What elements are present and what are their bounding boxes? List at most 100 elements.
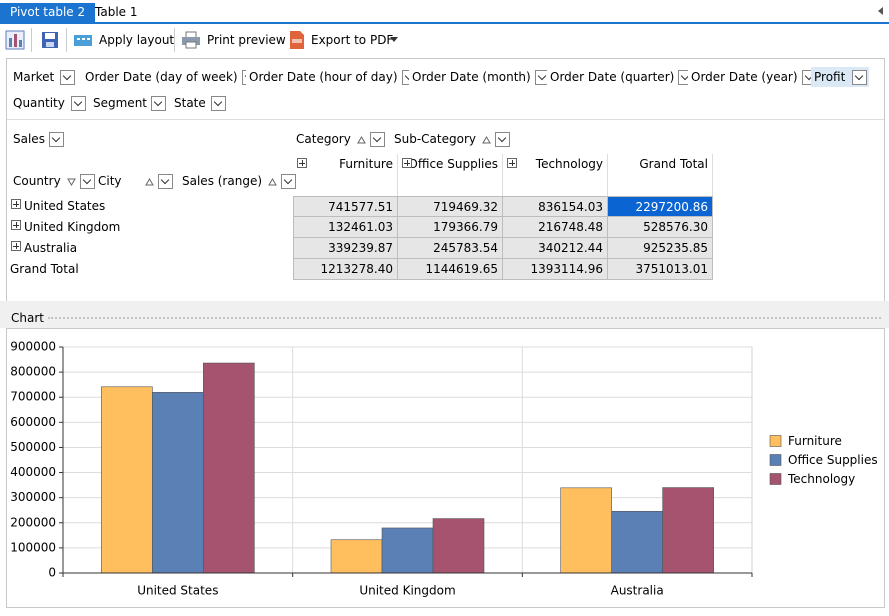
row-header: Australia	[24, 238, 77, 259]
dropdown[interactable]	[151, 96, 166, 111]
field-label: Quantity	[13, 96, 65, 110]
dropdown[interactable]	[852, 70, 867, 85]
splitter	[0, 301, 889, 328]
x-tick-label: Australia	[611, 584, 664, 598]
field-controls	[61, 174, 95, 189]
field-button[interactable]: Order Date (year)	[688, 67, 807, 87]
field-button[interactable]: Sub-Category	[391, 129, 510, 149]
y-tick-label: 500000	[10, 440, 56, 454]
y-tick-label: 200000	[10, 515, 56, 529]
field-button[interactable]: Quantity	[10, 93, 88, 113]
cell[interactable]: 3751013.01	[608, 259, 713, 280]
column-header: Furniture	[293, 154, 398, 196]
y-tick-label: 700000	[10, 390, 56, 404]
sort-indicator[interactable]	[357, 135, 366, 144]
legend-label: Technology	[787, 472, 855, 486]
expand-button[interactable]	[507, 158, 517, 168]
expand-button[interactable]	[402, 158, 412, 168]
sort-indicator[interactable]	[145, 177, 154, 186]
bar	[561, 488, 612, 573]
field-button[interactable]: Order Date (hour of day)	[246, 67, 405, 87]
y-tick-label: 300000	[10, 490, 56, 504]
dropdown[interactable]	[495, 132, 510, 147]
y-tick-label: 600000	[10, 415, 56, 429]
cell[interactable]: 245783.54	[398, 238, 503, 259]
dropdown[interactable]	[158, 174, 173, 189]
chart-panel-title: Chart	[11, 311, 44, 325]
export-pdf-button[interactable]: Export to PDF	[311, 28, 393, 52]
cell[interactable]: 1144619.65	[398, 259, 503, 280]
cell[interactable]: 719469.32	[398, 196, 503, 217]
field-button[interactable]: Segment	[90, 93, 167, 113]
separator	[31, 28, 32, 52]
legend-swatch	[770, 474, 781, 485]
cell[interactable]: 132461.03	[293, 217, 398, 238]
field-button[interactable]: City	[95, 171, 175, 191]
tab-scroll-arrow[interactable]	[878, 7, 883, 15]
dropdown[interactable]	[80, 174, 95, 189]
field-button[interactable]: Market	[10, 67, 77, 87]
field-label: Sub-Category	[394, 132, 476, 146]
save-icon[interactable]	[40, 30, 60, 50]
cell[interactable]: 1393114.96	[503, 259, 608, 280]
cell[interactable]: 1213278.40	[293, 259, 398, 280]
x-tick-label: United Kingdom	[359, 584, 455, 598]
legend-swatch	[770, 436, 781, 447]
dropdown[interactable]	[60, 70, 75, 85]
bar	[331, 540, 382, 573]
field-button[interactable]: Category	[293, 129, 386, 149]
expand-button[interactable]	[11, 220, 21, 230]
field-label: Profit	[814, 70, 845, 84]
cell[interactable]: 925235.85	[608, 238, 713, 259]
pdf-icon[interactable]	[287, 30, 307, 50]
field-button[interactable]: Profit	[811, 67, 869, 87]
legend-label: Office Supplies	[788, 453, 878, 467]
field-button[interactable]: Order Date (month)	[409, 67, 543, 87]
cell[interactable]: 339239.87	[293, 238, 398, 259]
sort-indicator[interactable]	[67, 177, 76, 186]
expand-button[interactable]	[11, 241, 21, 251]
column-header: Grand Total	[608, 154, 713, 196]
dropdown[interactable]	[71, 96, 86, 111]
row-header: United Kingdom	[24, 217, 120, 238]
sort-indicator[interactable]	[268, 177, 277, 186]
y-tick-label: 800000	[10, 365, 56, 379]
print-icon[interactable]	[181, 30, 201, 50]
bar	[203, 363, 254, 573]
cell[interactable]: 836154.03	[503, 196, 608, 217]
cell[interactable]: 2297200.86	[608, 196, 713, 217]
bar	[152, 392, 203, 573]
field-label: Segment	[93, 96, 147, 110]
field-button[interactable]: Order Date (day of week)	[82, 67, 242, 87]
cell[interactable]: 216748.48	[503, 217, 608, 238]
tab[interactable]: Table 1	[85, 3, 147, 22]
print-preview-button[interactable]: Print preview	[207, 28, 286, 52]
cell[interactable]: 528576.30	[608, 217, 713, 238]
y-tick-label: 100000	[10, 540, 56, 554]
dropdown-arrow[interactable]	[390, 37, 398, 42]
sort-indicator[interactable]	[482, 135, 491, 144]
field-button[interactable]: State	[171, 93, 228, 113]
apply-layout-button[interactable]: Apply layout	[99, 28, 174, 52]
field-controls	[207, 96, 226, 111]
cell[interactable]: 179366.79	[398, 217, 503, 238]
x-tick-label: United States	[137, 584, 218, 598]
tab[interactable]: Pivot table 2	[0, 3, 95, 22]
legend-swatch	[770, 455, 781, 466]
expand-button[interactable]	[297, 158, 307, 168]
cell[interactable]: 340212.44	[503, 238, 608, 259]
field-controls	[476, 132, 510, 147]
chart-icon[interactable]	[5, 30, 25, 50]
field-button[interactable]: Country	[10, 171, 91, 191]
dropdown[interactable]	[370, 132, 385, 147]
field-button[interactable]: Sales (range)	[179, 171, 288, 191]
dropdown[interactable]	[49, 132, 64, 147]
field-button[interactable]: Sales	[10, 129, 63, 149]
field-button[interactable]: Order Date (quarter)	[547, 67, 684, 87]
field-label: Order Date (year)	[691, 70, 798, 84]
cell[interactable]: 741577.51	[293, 196, 398, 217]
apply-layout-icon[interactable]	[73, 30, 93, 50]
field-label: City	[98, 174, 122, 188]
expand-button[interactable]	[11, 199, 21, 209]
dropdown[interactable]	[211, 96, 226, 111]
